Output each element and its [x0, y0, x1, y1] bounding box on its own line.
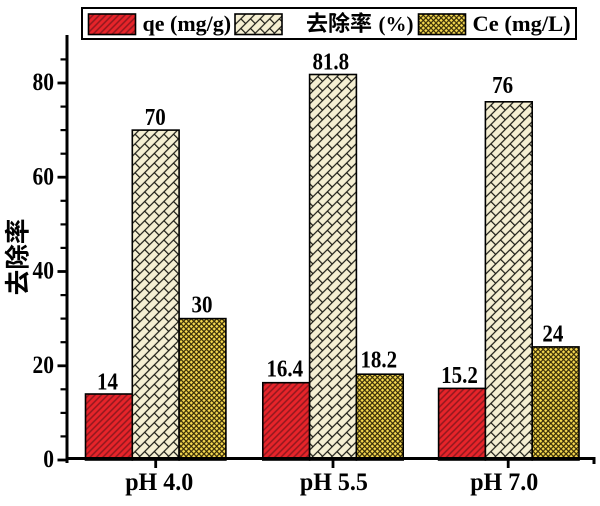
- svg-text:16.4: 16.4: [266, 355, 303, 382]
- svg-text:76: 76: [492, 71, 513, 98]
- svg-text:20: 20: [33, 351, 54, 379]
- svg-text:0: 0: [43, 445, 54, 473]
- svg-text:(%): (%): [379, 12, 414, 36]
- svg-text:pH 7.0: pH 7.0: [470, 468, 538, 496]
- svg-text:81.8: 81.8: [312, 48, 349, 75]
- svg-text:pH 4.0: pH 4.0: [125, 468, 193, 496]
- svg-text:pH 5.5: pH 5.5: [300, 468, 368, 496]
- svg-text:70: 70: [145, 103, 166, 130]
- svg-text:60: 60: [33, 163, 54, 191]
- svg-text:30: 30: [192, 291, 213, 318]
- svg-text:15.2: 15.2: [441, 361, 478, 388]
- svg-text:80: 80: [33, 68, 54, 96]
- svg-text:18.2: 18.2: [360, 346, 397, 373]
- svg-text:14: 14: [97, 368, 118, 395]
- svg-text:24: 24: [542, 320, 563, 347]
- svg-text:40: 40: [33, 257, 54, 285]
- svg-text:qe (mg/g): qe (mg/g): [143, 11, 232, 36]
- svg-text:Ce (mg/L): Ce (mg/L): [473, 11, 571, 36]
